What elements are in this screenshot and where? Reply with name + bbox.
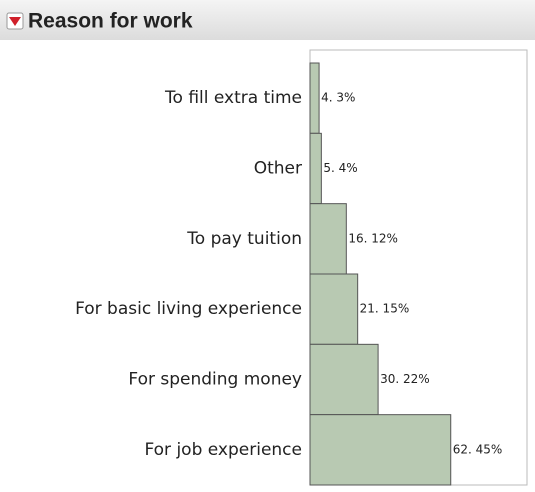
bar xyxy=(309,273,359,345)
category-label: For job experience xyxy=(144,440,302,460)
header-bar xyxy=(0,0,535,40)
bar xyxy=(309,62,320,134)
value-label: 30. 22% xyxy=(380,372,430,386)
value-label: 16. 12% xyxy=(348,231,398,245)
value-label: 62. 45% xyxy=(453,442,503,456)
category-label: For spending money xyxy=(128,370,302,390)
value-label: 5. 4% xyxy=(323,161,357,175)
category-label: For basic living experience xyxy=(75,299,302,319)
header-title: Reason for work xyxy=(28,10,193,33)
bar xyxy=(309,203,347,275)
bar xyxy=(309,414,452,486)
value-label: 21. 15% xyxy=(360,302,410,316)
category-label: To pay tuition xyxy=(186,229,302,249)
disclosure-icon xyxy=(9,17,21,26)
bar xyxy=(309,132,322,205)
value-label: 4. 3% xyxy=(321,91,355,105)
bar xyxy=(309,343,379,416)
category-label: To fill extra time xyxy=(164,88,302,108)
category-label: Other xyxy=(254,159,302,179)
